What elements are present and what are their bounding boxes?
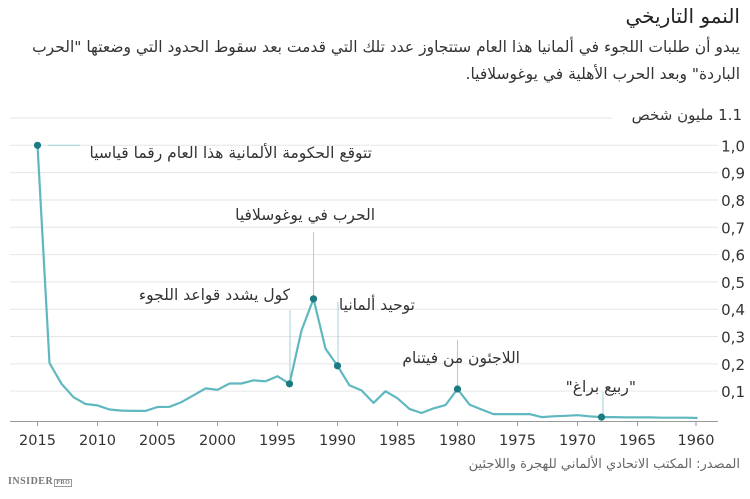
annotation-label: اللاجئون من فيتنام: [402, 349, 520, 367]
y-tick-label: 0,9: [721, 165, 745, 183]
x-tick-label: 1960: [678, 433, 715, 449]
chart-title: النمو التاريخي: [625, 4, 740, 28]
annotation-label: كول يشدد قواعد اللجوء: [139, 286, 291, 304]
annotation-label: الحرب في يوغوسلافيا: [235, 206, 375, 225]
annotation-marker: [333, 362, 342, 370]
series-line: [36, 145, 698, 420]
annotation-marker: [33, 141, 42, 149]
x-tick-label: 1965: [619, 433, 656, 449]
chart-subtitle: يبدو أن طلبات اللجوء في ألمانيا هذا العا…: [32, 38, 740, 83]
y-tick-label: 0,1: [721, 383, 745, 401]
x-tick-label: 1985: [379, 433, 416, 449]
x-tick-label: 2000: [199, 433, 236, 449]
y-tick-label: 0,3: [721, 329, 745, 347]
annotation-marker: [285, 380, 294, 388]
x-tick-label: 1970: [559, 433, 596, 449]
y-tick-label: 0,5: [721, 274, 745, 292]
annotation-marker: [309, 295, 318, 303]
source-note: المصدر: المكتب الاتحادي الألماني للهجرة …: [468, 457, 740, 472]
y-axis-label: 1.1 مليون شخص: [627, 106, 742, 124]
x-tick-label: 1980: [439, 433, 476, 449]
x-tick-label: 1995: [259, 433, 296, 449]
x-tick-label: 1990: [319, 433, 356, 449]
x-tick-label: 2015: [19, 433, 56, 449]
y-tick-label: 1,0: [721, 137, 745, 155]
insider-logo: INSIDER PRO: [8, 476, 73, 487]
annotation-label: توحيد ألمانيا: [339, 294, 415, 314]
annotation-marker: [597, 413, 606, 421]
annotation-marker: [453, 385, 462, 393]
y-tick-label: 0,8: [721, 192, 745, 210]
y-tick-label: 0,4: [721, 301, 745, 319]
y-tick-label: 0,6: [721, 247, 745, 265]
y-tick-label: 0,7: [721, 219, 745, 237]
x-tick-label: 2010: [79, 433, 116, 449]
x-tick-label: 1975: [499, 433, 536, 449]
y-tick-label: 0,2: [721, 356, 745, 374]
annotation-label: "ربيع براغ": [566, 378, 636, 397]
x-tick-label: 2005: [139, 433, 176, 449]
annotation-label: تتوقع الحكومة الألمانية هذا العام رقما ق…: [89, 143, 372, 163]
